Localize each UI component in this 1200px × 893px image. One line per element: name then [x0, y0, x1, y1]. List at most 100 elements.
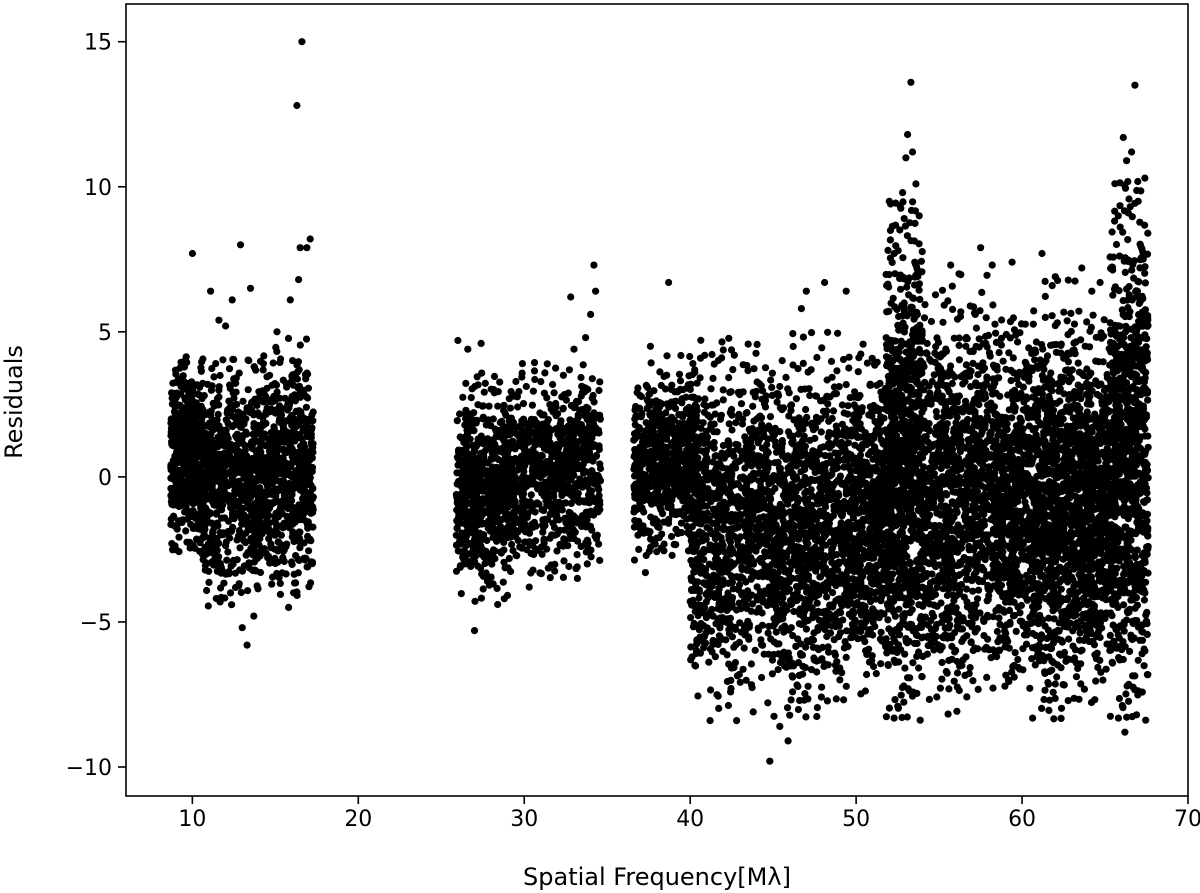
- scatter-point: [302, 335, 311, 343]
- scatter-point: [258, 387, 266, 395]
- scatter-point: [688, 531, 696, 539]
- scatter-point: [706, 541, 714, 549]
- scatter-point: [520, 468, 528, 476]
- scatter-point: [238, 520, 246, 528]
- scatter-point: [466, 435, 474, 443]
- scatter-point: [566, 435, 574, 443]
- scatter-point: [530, 359, 539, 367]
- scatter-point: [540, 539, 548, 547]
- scatter-point: [719, 346, 727, 354]
- scatter-point: [183, 538, 191, 546]
- scatter-point: [584, 433, 592, 441]
- scatter-point: [471, 382, 479, 391]
- scatter-point: [535, 500, 543, 508]
- scatter-point: [506, 404, 514, 412]
- scatter-point: [185, 487, 193, 495]
- scatter-point: [675, 489, 684, 498]
- scatter-point: [686, 385, 694, 393]
- scatter-point: [204, 380, 212, 388]
- scatter-point: [284, 433, 293, 442]
- scatter-point: [200, 445, 208, 453]
- scatter-point: [249, 520, 257, 528]
- scatter-point: [198, 416, 206, 424]
- scatter-point: [244, 356, 252, 364]
- scatter-point: [742, 532, 750, 540]
- scatter-point: [453, 524, 461, 532]
- scatter-point: [243, 407, 251, 415]
- scatter-point: [702, 590, 710, 598]
- scatter-point: [646, 390, 654, 398]
- scatter-point: [189, 499, 197, 507]
- scatter-point: [747, 681, 756, 689]
- scatter-point: [491, 555, 499, 563]
- scatter-point: [706, 526, 714, 534]
- scatter-point: [229, 556, 237, 565]
- scatter-point: [586, 522, 595, 530]
- scatter-point: [194, 426, 202, 434]
- scatter-point: [301, 443, 309, 451]
- scatter-point: [767, 376, 775, 384]
- scatter-point: [549, 490, 558, 498]
- scatter-point: [288, 372, 296, 380]
- scatter-point: [716, 460, 724, 468]
- scatter-point: [461, 505, 469, 514]
- scatter-point: [699, 535, 707, 544]
- scatter-point: [309, 417, 317, 425]
- scatter-point: [195, 391, 203, 399]
- scatter-point: [713, 428, 721, 436]
- scatter-point: [549, 503, 557, 511]
- scatter-point: [496, 378, 504, 386]
- scatter-point: [487, 573, 495, 581]
- scatter-point: [261, 522, 269, 530]
- scatter-point: [646, 411, 655, 419]
- scatter-point: [717, 481, 725, 489]
- scatter-point: [174, 375, 183, 383]
- scatter-point: [686, 480, 695, 489]
- scatter-point: [537, 569, 545, 578]
- scatter-point: [530, 416, 539, 424]
- scatter-point: [753, 596, 761, 604]
- scatter-point: [288, 560, 296, 569]
- scatter-point: [220, 514, 229, 522]
- scatter-point: [740, 589, 748, 597]
- scatter-point: [259, 366, 267, 374]
- scatter-point: [734, 585, 742, 593]
- scatter-point: [170, 522, 178, 530]
- scatter-point: [473, 373, 481, 381]
- scatter-point: [516, 543, 524, 551]
- scatter-point: [266, 448, 274, 456]
- scatter-point: [466, 540, 475, 548]
- scatter-point: [209, 399, 217, 407]
- scatter-point: [201, 422, 209, 430]
- scatter-point: [709, 476, 717, 484]
- scatter-point: [582, 539, 590, 547]
- scatter-point: [294, 555, 302, 563]
- scatter-point: [558, 393, 566, 401]
- scatter-point: [714, 545, 722, 553]
- scatter-point: [768, 383, 776, 392]
- scatter-point: [460, 494, 469, 502]
- scatter-point: [738, 420, 747, 428]
- scatter-point: [183, 384, 191, 392]
- scatter-point: [736, 495, 744, 503]
- scatter-point: [739, 485, 748, 493]
- scatter-point: [243, 520, 252, 528]
- scatter-point: [676, 377, 685, 385]
- scatter-point: [522, 538, 530, 546]
- scatter-point: [587, 471, 595, 480]
- scatter-point: [193, 535, 201, 543]
- scatter-point: [259, 360, 267, 368]
- scatter-point: [554, 427, 562, 435]
- scatter-point: [503, 451, 511, 459]
- scatter-point: [567, 499, 575, 507]
- scatter-point: [737, 605, 745, 613]
- scatter-point: [251, 454, 259, 462]
- scatter-point: [287, 502, 295, 510]
- scatter-point: [187, 461, 195, 469]
- scatter-point: [231, 470, 239, 478]
- scatter-point: [175, 436, 183, 444]
- scatter-point: [295, 366, 303, 374]
- scatter-point: [711, 410, 719, 418]
- scatter-point: [304, 524, 312, 532]
- scatter-point: [759, 475, 767, 483]
